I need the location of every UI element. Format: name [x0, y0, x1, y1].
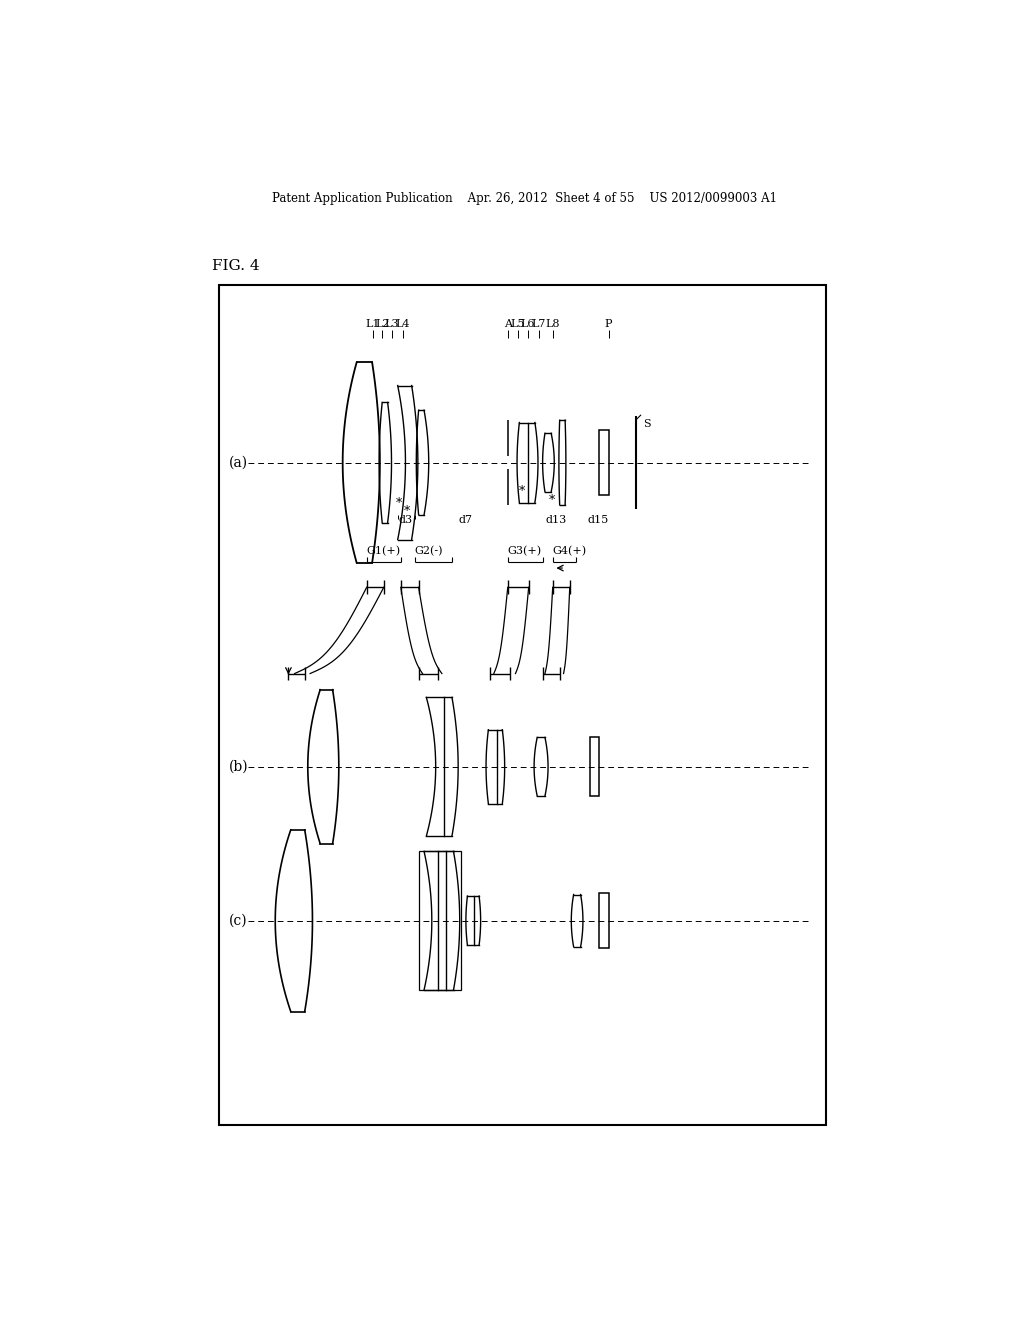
Text: Patent Application Publication    Apr. 26, 2012  Sheet 4 of 55    US 2012/009900: Patent Application Publication Apr. 26, …: [272, 191, 777, 205]
Text: (c): (c): [228, 913, 248, 928]
Text: d13: d13: [546, 515, 567, 525]
Text: *: *: [549, 494, 555, 507]
Text: *: *: [403, 504, 411, 517]
Text: P: P: [605, 319, 612, 329]
Text: L3: L3: [384, 319, 398, 329]
Text: L4: L4: [396, 319, 411, 329]
Text: L1: L1: [366, 319, 380, 329]
Bar: [599, 894, 608, 949]
Text: L2: L2: [375, 319, 389, 329]
Text: FIG. 4: FIG. 4: [212, 259, 259, 273]
Bar: [590, 738, 599, 796]
Text: (b): (b): [228, 760, 249, 774]
Text: G1(+): G1(+): [367, 546, 400, 556]
Text: (a): (a): [228, 455, 248, 470]
Text: G2(-): G2(-): [415, 546, 443, 556]
Text: L5: L5: [511, 319, 525, 329]
Bar: [599, 430, 609, 495]
Text: d7: d7: [458, 515, 472, 525]
Text: *: *: [518, 484, 525, 498]
Bar: [219, 285, 825, 1125]
Text: A: A: [504, 319, 512, 329]
Text: *: *: [396, 496, 402, 510]
Text: S: S: [643, 418, 651, 429]
Text: d3: d3: [398, 515, 413, 525]
Text: L7: L7: [531, 319, 546, 329]
Text: G3(+): G3(+): [508, 546, 542, 556]
Text: G4(+): G4(+): [553, 546, 587, 556]
Text: L8: L8: [546, 319, 560, 329]
Text: L6: L6: [520, 319, 536, 329]
Text: d15: d15: [587, 515, 608, 525]
Bar: [419, 851, 461, 990]
